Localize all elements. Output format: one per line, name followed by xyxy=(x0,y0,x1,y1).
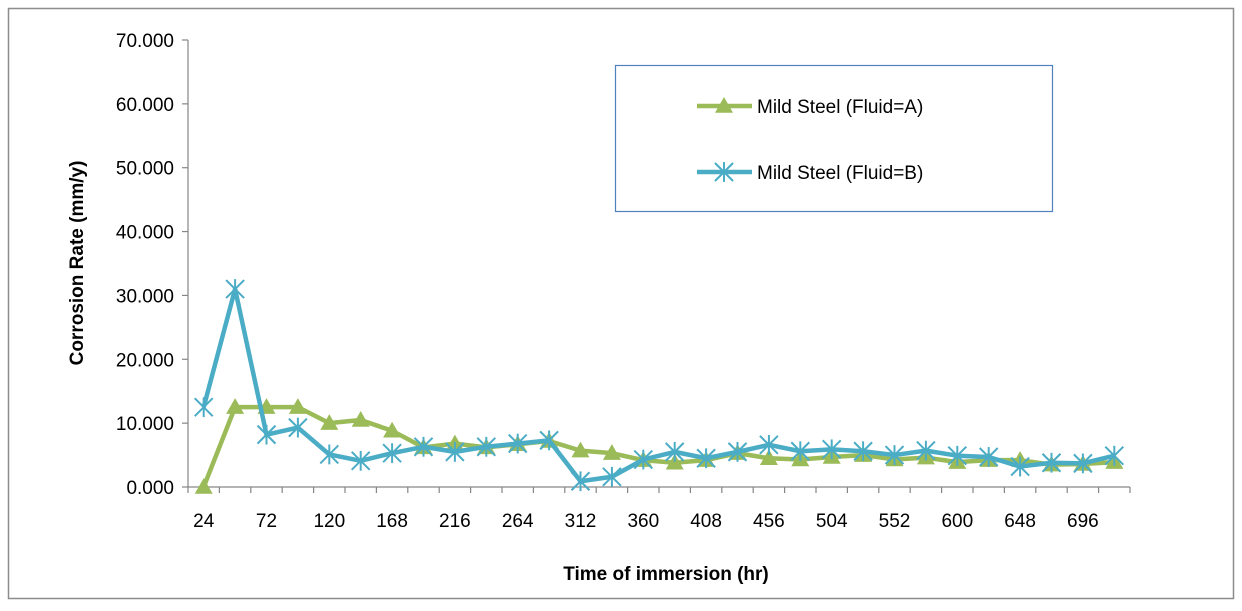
x-tick-label: 648 xyxy=(1004,511,1036,532)
data-point xyxy=(351,410,370,427)
x-tick-label: 312 xyxy=(565,511,597,532)
y-tick-label: 40.000 xyxy=(116,223,174,244)
x-tick-label: 24 xyxy=(193,511,215,532)
data-point xyxy=(821,439,842,460)
data-point xyxy=(320,414,339,430)
x-axis-title: Time of immersion (hr) xyxy=(563,564,769,585)
x-tick-label: 600 xyxy=(941,511,973,532)
data-point xyxy=(916,440,936,461)
x-axis: 24 72 120 168 216 264 312 360 408 456 504 552 600 648… xyxy=(187,486,1131,532)
x-tick-label: 456 xyxy=(753,511,785,532)
y-tick-label: 30.000 xyxy=(116,286,174,307)
x-tick-label: 552 xyxy=(879,511,911,532)
data-point xyxy=(664,441,685,462)
data-point xyxy=(571,441,590,458)
x-tick-label: 168 xyxy=(376,511,408,532)
legend-label: Mild Steel (Fluid=B) xyxy=(757,163,923,184)
y-tick-label: 60.000 xyxy=(116,95,174,116)
data-point xyxy=(288,417,308,438)
data-point xyxy=(413,436,434,457)
data-point xyxy=(570,471,591,492)
data-point xyxy=(507,433,528,454)
data-point xyxy=(476,436,497,457)
x-tick-label: 120 xyxy=(313,511,345,532)
x-tick-label: 408 xyxy=(690,511,722,532)
data-point xyxy=(539,430,559,451)
series-2 xyxy=(193,279,1125,492)
x-tick-label: 216 xyxy=(439,511,471,532)
data-point xyxy=(194,478,213,494)
data-point xyxy=(853,441,873,462)
y-tick-label: 20.000 xyxy=(116,350,174,371)
data-point xyxy=(947,445,968,466)
data-point xyxy=(759,434,779,455)
data-point xyxy=(715,97,733,113)
x-tick-label: 504 xyxy=(816,511,848,532)
data-point xyxy=(696,448,716,469)
data-point xyxy=(790,441,811,462)
x-tick-label: 72 xyxy=(256,511,277,532)
data-point xyxy=(193,397,214,418)
legend-entry-1: Mild Steel (Fluid=A) xyxy=(697,97,923,118)
data-point xyxy=(1041,452,1062,473)
data-point xyxy=(714,162,734,182)
y-axis-title: Corrosion Rate (mm/y) xyxy=(67,161,88,366)
legend-entry-2: Mild Steel (Fluid=B) xyxy=(697,162,923,184)
data-point xyxy=(445,441,465,462)
data-point xyxy=(1104,445,1125,466)
data-point xyxy=(350,450,371,471)
data-point xyxy=(884,445,905,465)
x-tick-label: 696 xyxy=(1067,511,1099,532)
data-point xyxy=(225,279,245,299)
legend: Mild Steel (Fluid=A) Mild Steel (Fluid=B) xyxy=(614,64,1054,213)
data-point xyxy=(382,443,402,464)
data-point xyxy=(602,466,622,487)
data-point xyxy=(633,449,654,470)
data-point xyxy=(226,398,245,414)
series-line xyxy=(201,286,1115,484)
data-point xyxy=(319,444,340,465)
x-tick-label: 264 xyxy=(502,511,534,532)
x-tick-label: 360 xyxy=(627,511,659,532)
y-tick-label: 10.000 xyxy=(116,414,174,435)
y-axis: 0.000 10.000 20.000 30.000 40.000 50.000 60.00… xyxy=(116,31,189,499)
legend-label: Mild Steel (Fluid=A) xyxy=(757,97,923,118)
y-tick-label: 70.000 xyxy=(116,31,174,52)
data-point xyxy=(1010,456,1030,477)
legend-entries: Mild Steel (Fluid=A) Mild Steel (Fluid=B) xyxy=(697,97,923,184)
data-point xyxy=(288,398,307,414)
data-point xyxy=(727,441,748,462)
data-point xyxy=(978,447,999,467)
data-point xyxy=(383,421,402,438)
data-point xyxy=(759,449,778,466)
legend-box xyxy=(614,64,1054,213)
data-point xyxy=(1073,453,1093,474)
data-point xyxy=(602,444,621,460)
series-group xyxy=(193,279,1125,494)
data-point xyxy=(256,424,277,445)
y-tick-label: 50.000 xyxy=(116,159,174,180)
y-tick-label: 0.000 xyxy=(126,478,174,499)
